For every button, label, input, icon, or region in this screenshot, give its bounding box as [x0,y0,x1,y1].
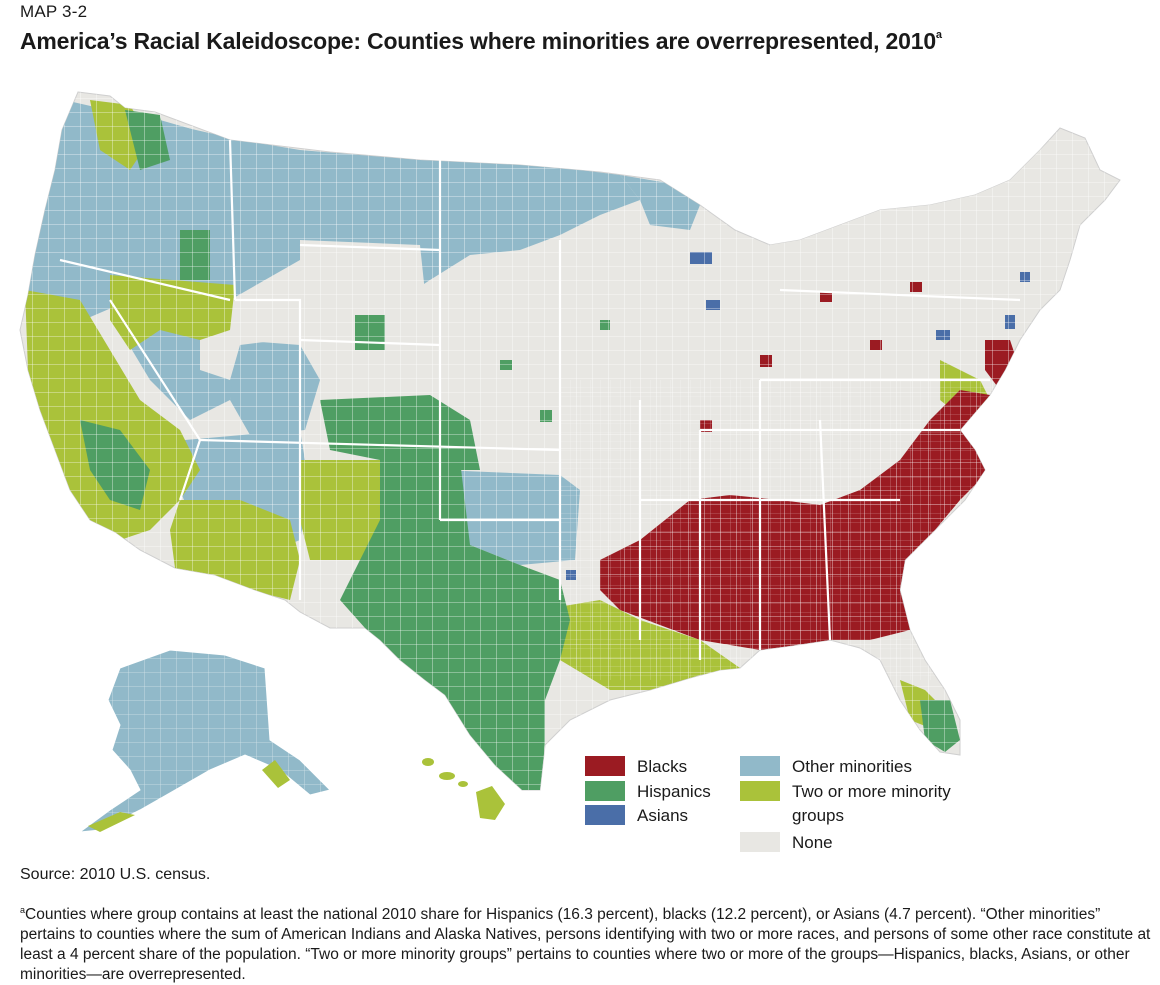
legend-label-other-minorities: Other minorities [792,757,912,776]
legend-swatch-asians [585,805,625,825]
legend-item-none: None [740,831,982,855]
legend-label-blacks: Blacks [637,757,688,776]
legend-label-two-or-more: Two or more minority groups [792,782,951,825]
title-note-marker: a [935,29,942,42]
map-title-text: America’s Racial Kaleidoscope: Counties … [20,28,936,54]
legend-label-hispanics: Hispanics [637,782,711,801]
legend-item-two-or-more: Two or more minority groups [740,780,992,828]
legend-item-asians: Asians [585,804,827,828]
map-title: America’s Racial Kaleidoscope: Counties … [20,28,942,55]
legend-swatch-two-or-more [740,781,780,801]
source-note: Source: 2010 U.S. census. [20,866,211,883]
legend-item-other-minorities: Other minorities [740,755,982,779]
legend-swatch-hispanics [585,781,625,801]
legend-swatch-blacks [585,756,625,776]
legend-item-blacks: Blacks [585,755,827,779]
legend-swatch-none [740,832,780,852]
legend-swatch-other-minorities [740,756,780,776]
hawaii [422,758,505,820]
map-legend: Blacks Hispanics Asians Other minorities… [585,752,1015,862]
legend-label-asians: Asians [637,806,689,825]
footnote-marker: a [20,905,26,915]
us-county-map [19,91,1121,840]
legend-label-none: None [792,833,833,852]
alaska [78,649,340,840]
map-label: MAP 3-2 [20,2,88,21]
state-borders [59,139,1021,660]
legend-item-hispanics: Hispanics [585,780,827,804]
footnote: aCounties where group contains at least … [20,900,1155,985]
footnote-text: Counties where group contains at least t… [20,906,1151,984]
